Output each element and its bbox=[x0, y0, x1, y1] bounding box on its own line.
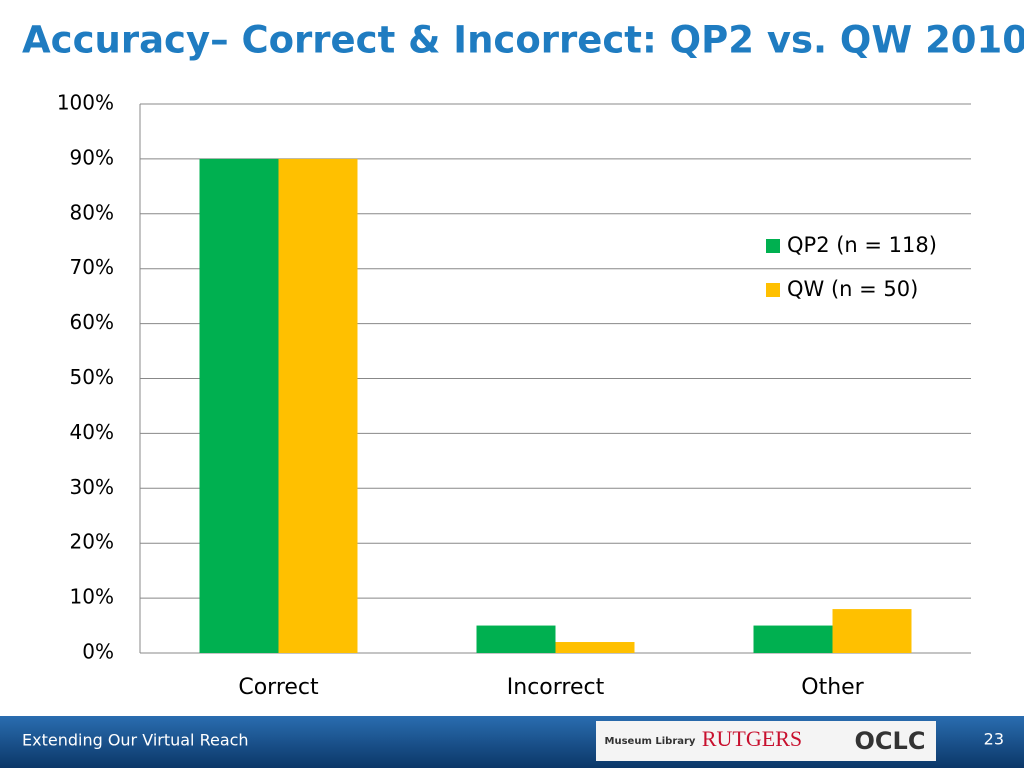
y-tick-label: 40% bbox=[70, 420, 114, 444]
bar bbox=[555, 642, 635, 653]
y-tick-label: 80% bbox=[70, 200, 114, 224]
x-tick-label: Other bbox=[801, 675, 864, 700]
logo-oclc: OCLC bbox=[855, 727, 926, 755]
logo-strip bbox=[596, 721, 936, 761]
y-tick-label: 100% bbox=[57, 91, 114, 115]
logo-rutgers: RUTGERS bbox=[702, 726, 802, 751]
bar bbox=[753, 625, 833, 653]
bar bbox=[278, 158, 358, 653]
bar bbox=[832, 609, 912, 653]
bar bbox=[476, 625, 556, 653]
y-tick-label: 90% bbox=[70, 145, 114, 169]
chart: 0% 10% 20% 30% 40% 50% 60% 70% 80% 90% 100% Correct… bbox=[57, 91, 971, 700]
y-tick-label: 0% bbox=[82, 640, 114, 664]
chart-title: Accuracy– Correct & Incorrect: QP2 vs. Q… bbox=[22, 19, 1024, 62]
x-tick-label: Incorrect bbox=[507, 675, 605, 700]
y-tick-label: 70% bbox=[70, 255, 114, 279]
y-tick-label: 30% bbox=[70, 475, 114, 499]
legend-label: QP2 (n = 118) bbox=[787, 233, 937, 257]
legend-swatch bbox=[766, 239, 780, 253]
legend-label: QW (n = 50) bbox=[787, 277, 918, 301]
footer-text: Extending Our Virtual Reach bbox=[22, 731, 249, 750]
y-tick-label: 10% bbox=[70, 585, 114, 609]
page-number: 23 bbox=[984, 730, 1004, 749]
logo-imls: Museum Library bbox=[605, 736, 696, 747]
y-tick-label: 60% bbox=[70, 310, 114, 334]
y-tick-label: 20% bbox=[70, 530, 114, 554]
y-tick-label: 50% bbox=[70, 365, 114, 389]
legend-swatch bbox=[766, 283, 780, 297]
x-tick-label: Correct bbox=[238, 675, 319, 700]
bar bbox=[199, 158, 279, 653]
